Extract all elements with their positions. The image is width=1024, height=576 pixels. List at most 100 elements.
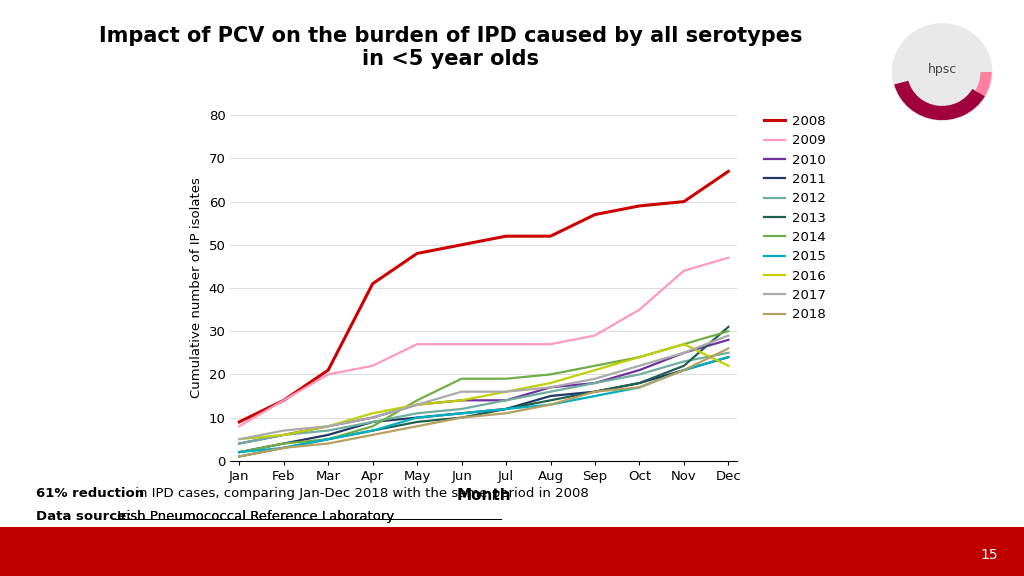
- 2012: [678, 358, 690, 365]
- 2016: [367, 410, 379, 417]
- Text: hpsc: hpsc: [928, 63, 956, 76]
- Line: 2011: 2011: [240, 357, 728, 452]
- 2011: [278, 440, 290, 447]
- 2009: [323, 371, 335, 378]
- 2011: [722, 354, 734, 361]
- 2010: [278, 431, 290, 438]
- Line: 2008: 2008: [240, 172, 728, 422]
- 2008: [367, 281, 379, 287]
- 2017: [678, 349, 690, 356]
- 2014: [233, 449, 246, 456]
- 2010: [633, 367, 645, 374]
- 2010: [678, 349, 690, 356]
- 2018: [456, 414, 468, 421]
- 2013: [500, 406, 512, 412]
- 2018: [678, 367, 690, 374]
- 2008: [278, 397, 290, 404]
- Line: 2009: 2009: [240, 258, 728, 426]
- 2009: [367, 362, 379, 369]
- 2011: [678, 367, 690, 374]
- Line: 2012: 2012: [240, 353, 728, 444]
- 2008: [456, 241, 468, 248]
- Text: Impact of PCV on the burden of IPD caused by all serotypes
in <5 year olds: Impact of PCV on the burden of IPD cause…: [98, 26, 803, 69]
- 2010: [722, 336, 734, 343]
- 2016: [722, 362, 734, 369]
- 2009: [633, 306, 645, 313]
- 2013: [722, 324, 734, 331]
- 2009: [545, 340, 557, 347]
- 2016: [500, 388, 512, 395]
- 2008: [589, 211, 601, 218]
- 2016: [456, 397, 468, 404]
- 2013: [278, 445, 290, 452]
- 2009: [500, 340, 512, 347]
- 2014: [278, 440, 290, 447]
- 2012: [411, 410, 423, 417]
- 2018: [633, 384, 645, 391]
- 2015: [633, 384, 645, 391]
- 2010: [411, 401, 423, 408]
- 2011: [456, 410, 468, 417]
- 2018: [323, 440, 335, 447]
- Text: Irish Pneumococcal Reference Laboratory: Irish Pneumococcal Reference Laboratory: [113, 510, 394, 523]
- 2014: [722, 328, 734, 335]
- 2017: [323, 423, 335, 430]
- 2009: [456, 340, 468, 347]
- 2010: [545, 384, 557, 391]
- 2012: [367, 418, 379, 425]
- 2014: [500, 376, 512, 382]
- 2011: [633, 380, 645, 386]
- 2013: [678, 362, 690, 369]
- Line: 2016: 2016: [240, 344, 728, 439]
- 2012: [589, 380, 601, 386]
- 2017: [589, 376, 601, 382]
- Legend: 2008, 2009, 2010, 2011, 2012, 2013, 2014, 2015, 2016, 2017, 2018: 2008, 2009, 2010, 2011, 2012, 2013, 2014…: [764, 115, 825, 321]
- 2011: [367, 418, 379, 425]
- 2013: [323, 435, 335, 442]
- 2015: [456, 410, 468, 417]
- 2017: [411, 401, 423, 408]
- 2018: [589, 388, 601, 395]
- 2018: [367, 431, 379, 438]
- 2017: [233, 435, 246, 442]
- 2015: [722, 354, 734, 361]
- Line: 2014: 2014: [240, 331, 728, 452]
- X-axis label: Month: Month: [457, 488, 511, 503]
- 2012: [722, 349, 734, 356]
- Line: 2017: 2017: [240, 335, 728, 439]
- 2008: [545, 233, 557, 240]
- 2015: [545, 401, 557, 408]
- 2013: [633, 380, 645, 386]
- 2008: [633, 202, 645, 209]
- 2012: [456, 406, 468, 412]
- 2014: [545, 371, 557, 378]
- 2017: [456, 388, 468, 395]
- Text: Data source:: Data source:: [36, 510, 131, 523]
- 2018: [233, 453, 246, 460]
- 2016: [589, 367, 601, 374]
- 2014: [589, 362, 601, 369]
- 2016: [633, 354, 645, 361]
- 2013: [456, 414, 468, 421]
- 2017: [633, 362, 645, 369]
- 2015: [500, 406, 512, 412]
- 2014: [323, 435, 335, 442]
- 2015: [233, 449, 246, 456]
- 2016: [233, 435, 246, 442]
- Text: in IPD cases, comparing Jan-Dec 2018 with the same period in 2008: in IPD cases, comparing Jan-Dec 2018 wit…: [131, 487, 589, 500]
- 2014: [678, 340, 690, 347]
- 2008: [500, 233, 512, 240]
- 2014: [411, 397, 423, 404]
- 2010: [323, 423, 335, 430]
- Line: 2018: 2018: [240, 348, 728, 456]
- 2009: [278, 397, 290, 404]
- Line: 2013: 2013: [240, 327, 728, 456]
- 2009: [678, 267, 690, 274]
- Wedge shape: [894, 81, 985, 120]
- Line: 2010: 2010: [240, 340, 728, 444]
- 2015: [411, 414, 423, 421]
- 2018: [722, 345, 734, 352]
- 2011: [233, 449, 246, 456]
- 2008: [722, 168, 734, 175]
- 2009: [589, 332, 601, 339]
